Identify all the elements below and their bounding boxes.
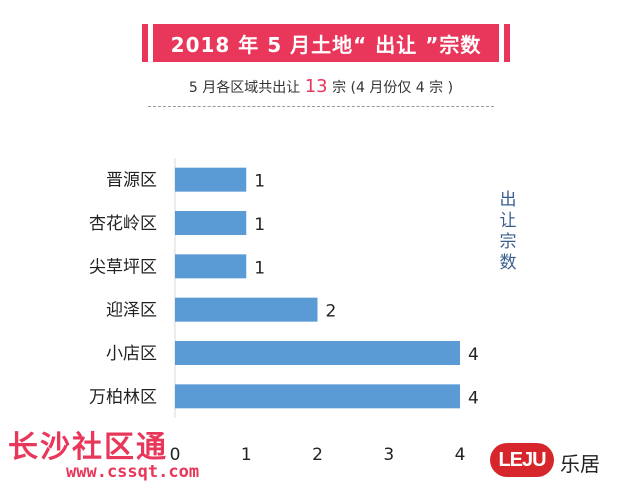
subtitle-divider <box>148 106 494 107</box>
category-label: 晋源区 <box>106 171 157 191</box>
x-tick-label: 0 <box>170 445 181 465</box>
bar <box>175 167 247 192</box>
category-label: 小店区 <box>106 344 157 364</box>
data-label: 4 <box>468 388 479 408</box>
x-tick-label: 4 <box>455 445 466 465</box>
data-label: 2 <box>326 302 337 322</box>
subtitle-highlight: 13 <box>304 76 328 97</box>
data-label: 1 <box>254 215 265 235</box>
category-label: 尖草坪区 <box>89 257 157 277</box>
chart-subtitle: 5 月各区域共出让 13 宗 (4 月份仅 4 宗 ) <box>148 76 494 97</box>
bar <box>175 211 247 235</box>
brand-name: 乐居 <box>560 452 600 476</box>
leju-logo: LEJU <box>490 443 554 477</box>
x-tick-label: 2 <box>312 445 323 465</box>
watermark-url: www.cssqt.com <box>66 462 200 482</box>
bar <box>175 254 247 279</box>
category-label: 杏花岭区 <box>89 214 157 234</box>
subtitle-suffix: 宗 (4 月份仅 4 宗 ) <box>327 80 454 96</box>
bar <box>175 384 460 409</box>
axis-label-vertical: 出让宗数 <box>499 190 517 273</box>
data-label: 1 <box>254 258 265 278</box>
watermark-logo-text: 长沙社区通 <box>8 430 168 465</box>
bar <box>175 341 460 365</box>
category-label: 迎泽区 <box>106 301 157 321</box>
bar <box>175 297 318 322</box>
category-label: 万柏林区 <box>89 387 157 407</box>
chart-title: 2018 年 5 月土地“ 出让 ”宗数 <box>148 24 504 62</box>
data-label: 4 <box>468 345 479 365</box>
x-tick-label: 3 <box>383 445 394 465</box>
x-tick-label: 1 <box>241 445 252 465</box>
data-label: 1 <box>254 172 265 192</box>
subtitle-prefix: 5 月各区域共出让 <box>188 80 305 96</box>
